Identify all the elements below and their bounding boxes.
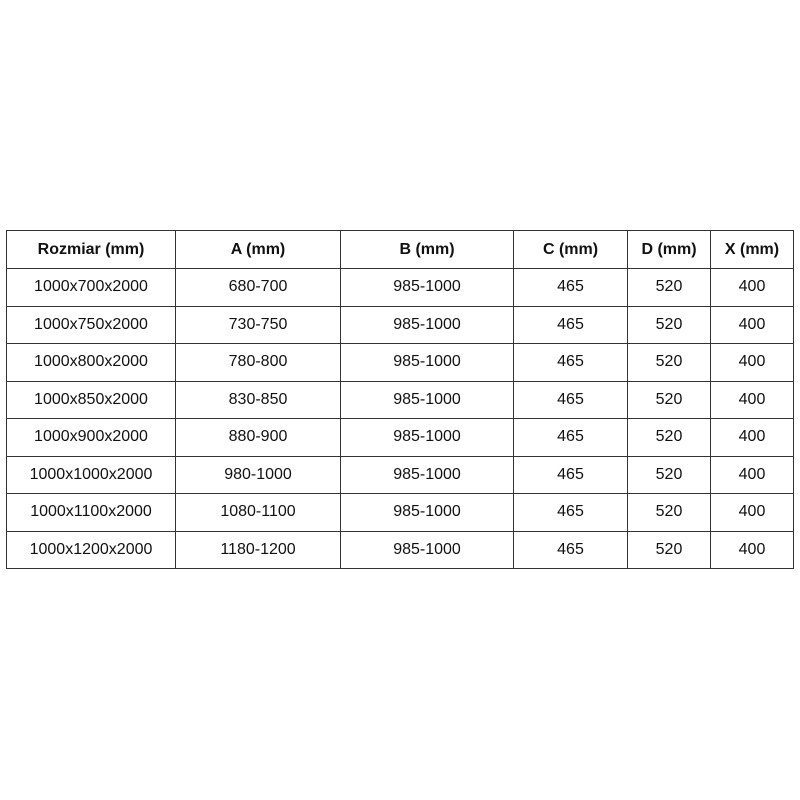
- table-cell: 520: [627, 455, 711, 494]
- table-row: 1000x700x2000 680-700 985-1000 465 520 400: [6, 268, 794, 307]
- table-cell: 1000x900x2000: [6, 418, 176, 457]
- table-cell: 465: [513, 268, 628, 307]
- table-cell: 520: [627, 530, 711, 569]
- table-cell: 465: [513, 493, 628, 532]
- table-cell: 985-1000: [340, 455, 514, 494]
- table-cell: 520: [627, 418, 711, 457]
- table-cell: 1180-1200: [175, 530, 341, 569]
- table-cell: 980-1000: [175, 455, 341, 494]
- table-cell: 985-1000: [340, 418, 514, 457]
- table-cell: 830-850: [175, 380, 341, 419]
- table-cell: 985-1000: [340, 380, 514, 419]
- table-cell: 1000x750x2000: [6, 305, 176, 344]
- table-row: 1000x900x2000 880-900 985-1000 465 520 400: [6, 418, 794, 457]
- table-cell: 400: [710, 493, 794, 532]
- table-cell: 1000x700x2000: [6, 268, 176, 307]
- table-cell: 680-700: [175, 268, 341, 307]
- table-row: 1000x1000x2000 980-1000 985-1000 465 520 400: [6, 455, 794, 494]
- table-cell: 400: [710, 268, 794, 307]
- table-cell: 1000x1200x2000: [6, 530, 176, 569]
- header-row: Rozmiar (mm) A (mm) B (mm) C (mm) D (mm) X (m…: [6, 230, 794, 269]
- table-cell: 520: [627, 268, 711, 307]
- table-cell: 465: [513, 380, 628, 419]
- table-cell: 880-900: [175, 418, 341, 457]
- table-cell: 465: [513, 305, 628, 344]
- table-row: 1000x1100x2000 1080-1100 985-1000 465 520 400: [6, 493, 794, 532]
- table-cell: 465: [513, 530, 628, 569]
- table-cell: 1000x1000x2000: [6, 455, 176, 494]
- table-cell: 1000x850x2000: [6, 380, 176, 419]
- table-cell: 465: [513, 455, 628, 494]
- table-cell: 520: [627, 305, 711, 344]
- table-cell: 1000x1100x2000: [6, 493, 176, 532]
- dimensions-table: Rozmiar (mm) A (mm) B (mm) C (mm) D (mm) X (m…: [6, 230, 794, 569]
- table-cell: 985-1000: [340, 493, 514, 532]
- table-cell: 985-1000: [340, 268, 514, 307]
- table-row: 1000x800x2000 780-800 985-1000 465 520 400: [6, 343, 794, 382]
- table-cell: 1080-1100: [175, 493, 341, 532]
- table-cell: 400: [710, 418, 794, 457]
- column-header: A (mm): [175, 230, 341, 269]
- column-header: Rozmiar (mm): [6, 230, 176, 269]
- column-header: C (mm): [513, 230, 628, 269]
- table-cell: 400: [710, 455, 794, 494]
- table-cell: 400: [710, 380, 794, 419]
- column-header: X (mm): [710, 230, 794, 269]
- table-cell: 520: [627, 380, 711, 419]
- table-cell: 520: [627, 493, 711, 532]
- table-row: 1000x1200x2000 1180-1200 985-1000 465 520 400: [6, 530, 794, 569]
- table-cell: 400: [710, 343, 794, 382]
- table-cell: 985-1000: [340, 343, 514, 382]
- table-cell: 520: [627, 343, 711, 382]
- table-cell: 985-1000: [340, 305, 514, 344]
- table-cell: 465: [513, 418, 628, 457]
- column-header: B (mm): [340, 230, 514, 269]
- table-cell: 400: [710, 305, 794, 344]
- column-header: D (mm): [627, 230, 711, 269]
- table-row: 1000x850x2000 830-850 985-1000 465 520 400: [6, 380, 794, 419]
- table-cell: 985-1000: [340, 530, 514, 569]
- table-cell: 1000x800x2000: [6, 343, 176, 382]
- table-cell: 465: [513, 343, 628, 382]
- table-cell: 400: [710, 530, 794, 569]
- table-cell: 780-800: [175, 343, 341, 382]
- table-row: 1000x750x2000 730-750 985-1000 465 520 400: [6, 305, 794, 344]
- table-cell: 730-750: [175, 305, 341, 344]
